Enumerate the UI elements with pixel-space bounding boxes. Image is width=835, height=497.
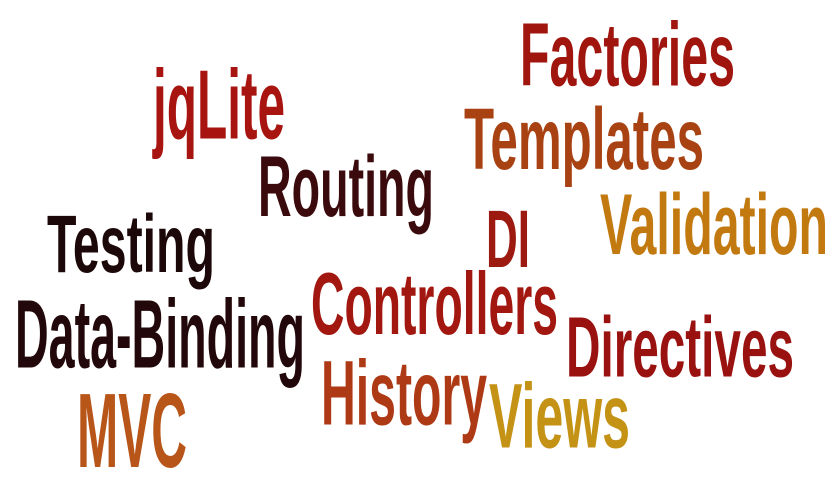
word-validation: Validation <box>600 176 828 274</box>
word-di: DI <box>486 193 530 285</box>
word-factories: Factories <box>520 4 735 106</box>
word-views: Views <box>489 364 630 468</box>
word-data-binding: Data-Binding <box>15 280 305 389</box>
word-routing: Routing <box>258 138 434 236</box>
word-templates: Templates <box>464 90 704 189</box>
word-controllers: Controllers <box>311 254 558 354</box>
word-mvc: MVC <box>77 371 187 491</box>
word-testing: Testing <box>47 198 215 290</box>
word-jqlite: jqLite <box>153 50 285 160</box>
word-directives: Directives <box>566 299 794 396</box>
word-history: History <box>321 341 487 445</box>
